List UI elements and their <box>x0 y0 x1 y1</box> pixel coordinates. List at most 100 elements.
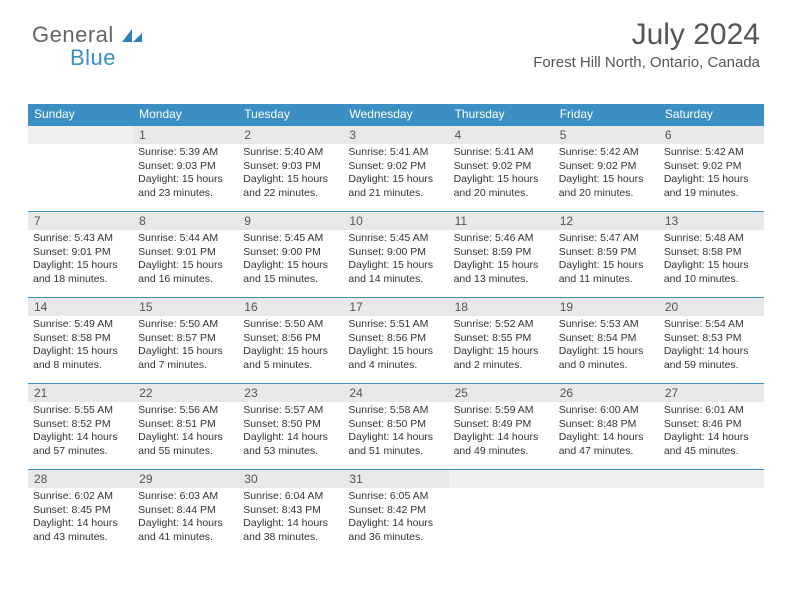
calendar-cell: 24Sunrise: 5:58 AMSunset: 8:50 PMDayligh… <box>343 383 448 469</box>
day-number: 12 <box>554 212 659 230</box>
daylight-line: Daylight: 15 hours and 20 minutes. <box>454 173 549 200</box>
day-number: 9 <box>238 212 343 230</box>
day-details: Sunrise: 5:56 AMSunset: 8:51 PMDaylight:… <box>133 402 238 463</box>
daylight-line: Daylight: 15 hours and 14 minutes. <box>348 259 443 286</box>
month-title: July 2024 <box>533 18 760 52</box>
day-number: 20 <box>659 298 764 316</box>
calendar-cell: 19Sunrise: 5:53 AMSunset: 8:54 PMDayligh… <box>554 297 659 383</box>
day-details: Sunrise: 5:57 AMSunset: 8:50 PMDaylight:… <box>238 402 343 463</box>
calendar-cell: 7Sunrise: 5:43 AMSunset: 9:01 PMDaylight… <box>28 211 133 297</box>
calendar-cell: 16Sunrise: 5:50 AMSunset: 8:56 PMDayligh… <box>238 297 343 383</box>
daylight-line: Daylight: 14 hours and 36 minutes. <box>348 517 443 544</box>
sunrise-line: Sunrise: 6:05 AM <box>348 490 443 504</box>
sunset-line: Sunset: 8:53 PM <box>664 332 759 346</box>
day-details: Sunrise: 5:44 AMSunset: 9:01 PMDaylight:… <box>133 230 238 291</box>
day-number: 25 <box>449 384 554 402</box>
calendar-cell: 20Sunrise: 5:54 AMSunset: 8:53 PMDayligh… <box>659 297 764 383</box>
weekday-label: Sunday <box>28 104 133 125</box>
sunset-line: Sunset: 9:01 PM <box>138 246 233 260</box>
day-details: Sunrise: 5:47 AMSunset: 8:59 PMDaylight:… <box>554 230 659 291</box>
day-details: Sunrise: 5:42 AMSunset: 9:02 PMDaylight:… <box>554 144 659 205</box>
calendar-cell: 9Sunrise: 5:45 AMSunset: 9:00 PMDaylight… <box>238 211 343 297</box>
sunrise-line: Sunrise: 5:42 AM <box>559 146 654 160</box>
calendar-cell: 30Sunrise: 6:04 AMSunset: 8:43 PMDayligh… <box>238 469 343 555</box>
day-number: 10 <box>343 212 448 230</box>
brand-logo: General Blue <box>32 22 144 75</box>
day-details: Sunrise: 6:00 AMSunset: 8:48 PMDaylight:… <box>554 402 659 463</box>
sunrise-line: Sunrise: 5:43 AM <box>33 232 128 246</box>
calendar-cell: 26Sunrise: 6:00 AMSunset: 8:48 PMDayligh… <box>554 383 659 469</box>
sunrise-line: Sunrise: 5:45 AM <box>348 232 443 246</box>
day-number: 18 <box>449 298 554 316</box>
sunrise-line: Sunrise: 5:44 AM <box>138 232 233 246</box>
calendar-cell-empty <box>659 469 764 555</box>
daylight-line: Daylight: 15 hours and 10 minutes. <box>664 259 759 286</box>
calendar-cell: 12Sunrise: 5:47 AMSunset: 8:59 PMDayligh… <box>554 211 659 297</box>
sunrise-line: Sunrise: 5:58 AM <box>348 404 443 418</box>
day-details: Sunrise: 6:01 AMSunset: 8:46 PMDaylight:… <box>659 402 764 463</box>
day-number: 31 <box>343 470 448 488</box>
weekday-label: Saturday <box>659 104 764 125</box>
daylight-line: Daylight: 15 hours and 4 minutes. <box>348 345 443 372</box>
day-details: Sunrise: 5:45 AMSunset: 9:00 PMDaylight:… <box>343 230 448 291</box>
day-number: 3 <box>343 126 448 144</box>
calendar-cell: 21Sunrise: 5:55 AMSunset: 8:52 PMDayligh… <box>28 383 133 469</box>
day-details: Sunrise: 5:52 AMSunset: 8:55 PMDaylight:… <box>449 316 554 377</box>
sunrise-line: Sunrise: 6:03 AM <box>138 490 233 504</box>
day-details: Sunrise: 5:50 AMSunset: 8:56 PMDaylight:… <box>238 316 343 377</box>
sunrise-line: Sunrise: 5:53 AM <box>559 318 654 332</box>
daylight-line: Daylight: 15 hours and 0 minutes. <box>559 345 654 372</box>
sunrise-line: Sunrise: 6:04 AM <box>243 490 338 504</box>
sunset-line: Sunset: 8:42 PM <box>348 504 443 518</box>
daylight-line: Daylight: 14 hours and 57 minutes. <box>33 431 128 458</box>
calendar-cell: 22Sunrise: 5:56 AMSunset: 8:51 PMDayligh… <box>133 383 238 469</box>
day-number: 13 <box>659 212 764 230</box>
day-details: Sunrise: 5:59 AMSunset: 8:49 PMDaylight:… <box>449 402 554 463</box>
sunrise-line: Sunrise: 5:47 AM <box>559 232 654 246</box>
sunrise-line: Sunrise: 5:40 AM <box>243 146 338 160</box>
day-details: Sunrise: 5:39 AMSunset: 9:03 PMDaylight:… <box>133 144 238 205</box>
calendar-cell: 5Sunrise: 5:42 AMSunset: 9:02 PMDaylight… <box>554 125 659 211</box>
sunset-line: Sunset: 8:57 PM <box>138 332 233 346</box>
day-details: Sunrise: 5:55 AMSunset: 8:52 PMDaylight:… <box>28 402 133 463</box>
day-number: 16 <box>238 298 343 316</box>
day-details: Sunrise: 5:45 AMSunset: 9:00 PMDaylight:… <box>238 230 343 291</box>
sunrise-line: Sunrise: 5:55 AM <box>33 404 128 418</box>
sunset-line: Sunset: 8:43 PM <box>243 504 338 518</box>
day-details: Sunrise: 5:48 AMSunset: 8:58 PMDaylight:… <box>659 230 764 291</box>
day-number: 22 <box>133 384 238 402</box>
sunset-line: Sunset: 9:02 PM <box>454 160 549 174</box>
sunset-line: Sunset: 8:59 PM <box>454 246 549 260</box>
day-details: Sunrise: 6:02 AMSunset: 8:45 PMDaylight:… <box>28 488 133 549</box>
calendar-cell: 15Sunrise: 5:50 AMSunset: 8:57 PMDayligh… <box>133 297 238 383</box>
sunrise-line: Sunrise: 5:56 AM <box>138 404 233 418</box>
sunset-line: Sunset: 9:01 PM <box>33 246 128 260</box>
sunset-line: Sunset: 8:46 PM <box>664 418 759 432</box>
day-number: 26 <box>554 384 659 402</box>
calendar-cell: 25Sunrise: 5:59 AMSunset: 8:49 PMDayligh… <box>449 383 554 469</box>
daylight-line: Daylight: 15 hours and 19 minutes. <box>664 173 759 200</box>
sunset-line: Sunset: 8:52 PM <box>33 418 128 432</box>
calendar-cell: 8Sunrise: 5:44 AMSunset: 9:01 PMDaylight… <box>133 211 238 297</box>
weekday-label: Thursday <box>449 104 554 125</box>
sunset-line: Sunset: 8:51 PM <box>138 418 233 432</box>
day-details: Sunrise: 5:46 AMSunset: 8:59 PMDaylight:… <box>449 230 554 291</box>
sunset-line: Sunset: 8:56 PM <box>348 332 443 346</box>
day-number: 15 <box>133 298 238 316</box>
calendar-cell: 31 Sunrise: 6:05 AMSunset: 8:42 PMDayligh… <box>343 469 448 555</box>
day-details: Sunrise: 5:40 AMSunset: 9:03 PMDaylight:… <box>238 144 343 205</box>
sunset-line: Sunset: 8:55 PM <box>454 332 549 346</box>
day-number: 30 <box>238 470 343 488</box>
calendar-cell: 4Sunrise: 5:41 AMSunset: 9:02 PMDaylight… <box>449 125 554 211</box>
sunset-line: Sunset: 8:49 PM <box>454 418 549 432</box>
sunset-line: Sunset: 9:00 PM <box>348 246 443 260</box>
sunset-line: Sunset: 8:59 PM <box>559 246 654 260</box>
header-right: July 2024 Forest Hill North, Ontario, Ca… <box>533 18 760 71</box>
day-details: Sunrise: 5:54 AMSunset: 8:53 PMDaylight:… <box>659 316 764 377</box>
day-number: 27 <box>659 384 764 402</box>
daylight-line: Daylight: 15 hours and 18 minutes. <box>33 259 128 286</box>
weekday-label: Friday <box>554 104 659 125</box>
calendar-cell-empty <box>554 469 659 555</box>
day-number: 23 <box>238 384 343 402</box>
sunset-line: Sunset: 8:58 PM <box>33 332 128 346</box>
